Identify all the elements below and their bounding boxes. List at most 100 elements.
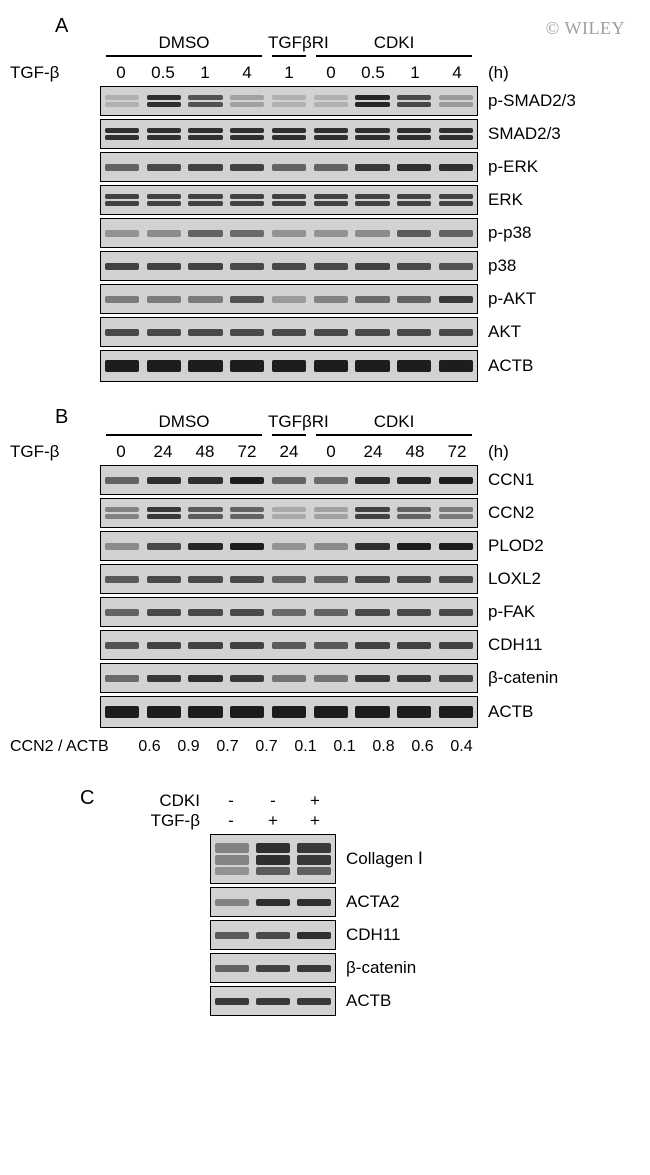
- cond-cell: +: [294, 811, 336, 831]
- lane: [310, 499, 352, 527]
- lane: [226, 598, 268, 626]
- lane: [226, 351, 268, 381]
- lane: [252, 954, 293, 982]
- lane: [435, 664, 477, 692]
- panel-c: CDKI--+TGF-β-++Collagen ⅠACTA2CDH11β-cat…: [10, 791, 640, 1016]
- group-header: DMSOTGFβRICDKI: [10, 412, 640, 436]
- protein-label: ACTB: [336, 991, 466, 1011]
- lane: [294, 835, 335, 883]
- blot-row-p-AKT: p-AKT: [10, 284, 640, 314]
- lane: [226, 499, 268, 527]
- lane: [393, 598, 435, 626]
- cond-row-TGF-β: TGF-β-++: [10, 811, 640, 831]
- lane: [310, 664, 352, 692]
- protein-label: CCN1: [478, 470, 578, 490]
- lane: [185, 153, 227, 181]
- cond-cell: -: [252, 791, 294, 811]
- blot-row-ACTB: ACTB: [10, 986, 640, 1016]
- lane: [143, 318, 185, 346]
- lane: [185, 285, 227, 313]
- lane: [185, 532, 227, 560]
- blot: [100, 531, 478, 561]
- time-cell: 24: [268, 442, 310, 462]
- lane: [310, 153, 352, 181]
- blot-row-ACTA2: ACTA2: [10, 887, 640, 917]
- time-cell: 0: [310, 63, 352, 83]
- blot: [210, 834, 336, 884]
- lane: [211, 835, 252, 883]
- lane: [268, 631, 310, 659]
- blot-row-Collagen Ⅰ: Collagen Ⅰ: [10, 834, 640, 884]
- protein-label: p-p38: [478, 223, 578, 243]
- lane: [226, 631, 268, 659]
- blot: [100, 350, 478, 382]
- blot: [100, 630, 478, 660]
- blot-row-AKT: AKT: [10, 317, 640, 347]
- lane: [211, 987, 252, 1015]
- time-cell: 48: [184, 442, 226, 462]
- protein-label: CDH11: [478, 635, 578, 655]
- lane: [226, 318, 268, 346]
- lane: [310, 186, 352, 214]
- lane: [352, 153, 394, 181]
- lane: [294, 954, 335, 982]
- lane: [435, 285, 477, 313]
- lane: [310, 318, 352, 346]
- lane: [101, 219, 143, 247]
- protein-label: SMAD2/3: [478, 124, 578, 144]
- protein-label: β-catenin: [478, 668, 578, 688]
- lane: [252, 987, 293, 1015]
- protein-label: p38: [478, 256, 578, 276]
- time-cell: 0: [100, 442, 142, 462]
- lane: [252, 921, 293, 949]
- lane: [226, 186, 268, 214]
- blot: [100, 465, 478, 495]
- lane: [268, 285, 310, 313]
- time-cell: 0.5: [352, 63, 394, 83]
- blot-row-CCN1: CCN1: [10, 465, 640, 495]
- lane: [185, 87, 227, 115]
- lane: [185, 351, 227, 381]
- lane: [352, 697, 394, 727]
- protein-label: p-SMAD2/3: [478, 91, 578, 111]
- lane: [143, 565, 185, 593]
- quant-row: CCN2 / ACTB0.60.90.70.70.10.10.80.60.4: [10, 738, 640, 756]
- lane: [393, 87, 435, 115]
- lane: [143, 219, 185, 247]
- blot: [100, 317, 478, 347]
- protein-label: PLOD2: [478, 536, 578, 556]
- protein-label: CCN2: [478, 503, 578, 523]
- quant-cell: 0.7: [208, 738, 247, 756]
- lane: [143, 153, 185, 181]
- blot-row-SMAD2/3: SMAD2/3: [10, 119, 640, 149]
- lane: [393, 565, 435, 593]
- cond-cell: +: [294, 791, 336, 811]
- lane: [393, 697, 435, 727]
- protein-label: CDH11: [336, 925, 466, 945]
- lane: [393, 318, 435, 346]
- blot: [100, 152, 478, 182]
- lane: [143, 598, 185, 626]
- lane: [393, 120, 435, 148]
- time-cell: 72: [436, 442, 478, 462]
- protein-label: ACTB: [478, 356, 578, 376]
- lane: [211, 921, 252, 949]
- lane: [185, 318, 227, 346]
- lane: [143, 697, 185, 727]
- cond-cell: -: [210, 811, 252, 831]
- blot-row-ERK: ERK: [10, 185, 640, 215]
- cond-label: CDKI: [10, 791, 210, 811]
- lane: [252, 888, 293, 916]
- quant-cell: 0.6: [403, 738, 442, 756]
- protein-label: ACTA2: [336, 892, 466, 912]
- group-TGFβRI: TGFβRI: [268, 33, 310, 57]
- lane: [143, 186, 185, 214]
- panel-a: DMSOTGFβRICDKITGF-β00.514100.514(h)p-SMA…: [10, 25, 640, 382]
- lane: [268, 87, 310, 115]
- lane: [310, 466, 352, 494]
- lane: [101, 186, 143, 214]
- lane: [226, 664, 268, 692]
- lane: [143, 351, 185, 381]
- lane: [226, 697, 268, 727]
- blot: [100, 251, 478, 281]
